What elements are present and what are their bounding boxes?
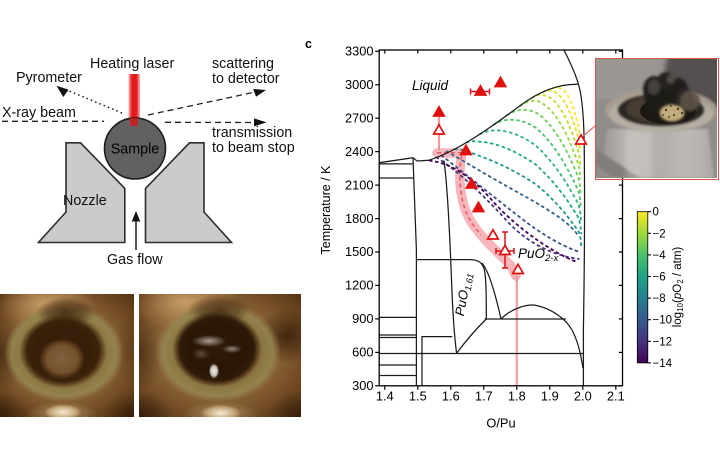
svg-text:1.4: 1.4 bbox=[376, 389, 394, 404]
svg-text:c: c bbox=[305, 37, 312, 51]
svg-text:3300: 3300 bbox=[345, 44, 373, 59]
svg-text:−8: −8 bbox=[653, 293, 666, 305]
svg-text:3000: 3000 bbox=[345, 77, 373, 92]
svg-text:to detector: to detector bbox=[212, 71, 280, 87]
svg-text:X-ray beam: X-ray beam bbox=[2, 105, 76, 121]
svg-text:2.0: 2.0 bbox=[574, 389, 592, 404]
svg-text:2400: 2400 bbox=[345, 144, 373, 159]
svg-text:to beam stop: to beam stop bbox=[212, 140, 295, 156]
svg-text:Sample: Sample bbox=[111, 142, 160, 158]
svg-text:−10: −10 bbox=[653, 315, 673, 327]
svg-text:2700: 2700 bbox=[345, 110, 373, 125]
svg-text:900: 900 bbox=[352, 311, 373, 326]
svg-text:1.7: 1.7 bbox=[475, 389, 493, 404]
svg-text:PuO2-x: PuO2-x bbox=[518, 246, 559, 264]
svg-text:0: 0 bbox=[653, 207, 659, 219]
svg-text:transmission: transmission bbox=[212, 125, 292, 141]
svg-text:−2: −2 bbox=[653, 228, 666, 240]
svg-text:300: 300 bbox=[352, 378, 373, 393]
svg-text:1.6: 1.6 bbox=[442, 389, 460, 404]
svg-text:1500: 1500 bbox=[345, 244, 373, 259]
svg-text:Liquid: Liquid bbox=[412, 78, 449, 93]
svg-text:2.1: 2.1 bbox=[607, 389, 625, 404]
svg-text:−12: −12 bbox=[653, 336, 673, 348]
svg-text:Pyrometer: Pyrometer bbox=[16, 70, 82, 86]
svg-text:1.8: 1.8 bbox=[508, 389, 526, 404]
svg-text:PuO1.61: PuO1.61 bbox=[452, 271, 476, 317]
svg-text:Heating laser: Heating laser bbox=[90, 56, 174, 72]
svg-text:1800: 1800 bbox=[345, 211, 373, 226]
svg-text:1.5: 1.5 bbox=[409, 389, 427, 404]
svg-text:1.9: 1.9 bbox=[541, 389, 559, 404]
svg-text:log10(pO2 / atm): log10(pO2 / atm) bbox=[672, 247, 685, 328]
svg-text:−14: −14 bbox=[653, 358, 673, 370]
svg-text:1200: 1200 bbox=[345, 278, 373, 293]
svg-text:−6: −6 bbox=[653, 272, 666, 284]
svg-text:scattering: scattering bbox=[212, 56, 274, 72]
svg-text:600: 600 bbox=[352, 345, 373, 360]
svg-text:Gas flow: Gas flow bbox=[107, 252, 163, 268]
svg-text:2100: 2100 bbox=[345, 177, 373, 192]
svg-text:Temperature / K: Temperature / K bbox=[319, 165, 333, 255]
svg-text:−4: −4 bbox=[653, 250, 667, 262]
svg-text:Nozzle: Nozzle bbox=[63, 193, 107, 209]
svg-text:O/Pu: O/Pu bbox=[486, 416, 515, 431]
